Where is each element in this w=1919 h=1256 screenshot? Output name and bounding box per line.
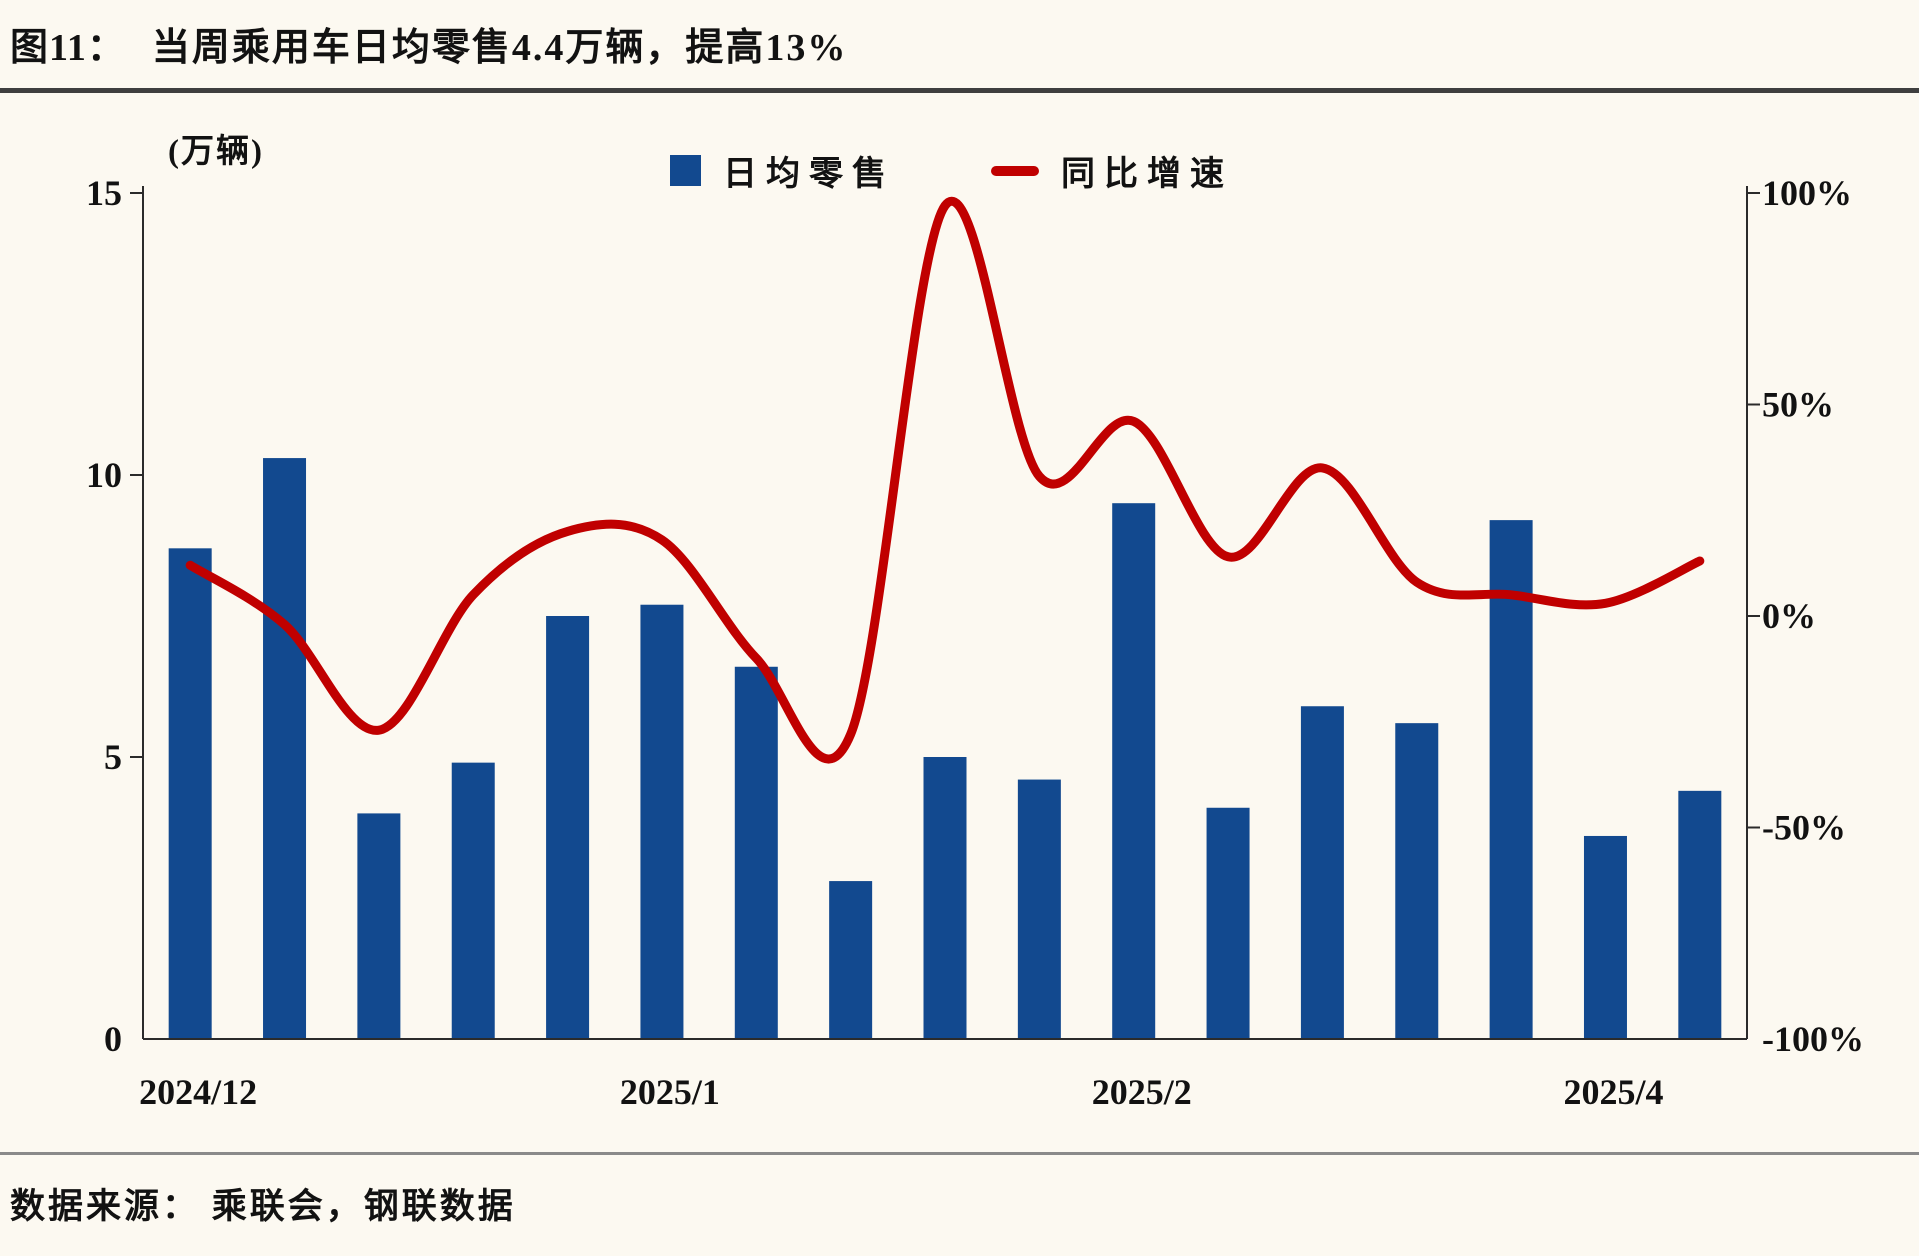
chart-legend: 日均零售 同比增速 (670, 146, 1329, 195)
x-axis-tick-label: 2025/4 (1563, 1072, 1663, 1112)
bar-series-swatch-icon (670, 155, 701, 186)
bar-week-3 (357, 813, 401, 1039)
bar-week-15 (1489, 520, 1533, 1039)
legend-label-bars: 日均零售 (723, 156, 895, 193)
y-axis-left-tick-label: 5 (104, 737, 122, 777)
bar-week-8 (829, 881, 873, 1039)
y-axis-right-tick-label: 100% (1762, 173, 1852, 213)
bar-week-10 (1017, 779, 1061, 1039)
y-axis-right-tick-label: 0% (1762, 596, 1816, 636)
bar-week-12 (1206, 807, 1250, 1039)
x-axis-tick-label: 2024/12 (139, 1072, 257, 1112)
bar-week-9 (923, 757, 967, 1039)
bar-week-16 (1583, 835, 1627, 1039)
figure-number: 图11： (10, 27, 126, 69)
legend-item-line: 同比增速 (991, 146, 1233, 195)
left-axis-unit-label: (万辆) (168, 134, 264, 170)
bar-week-6 (640, 604, 684, 1039)
yoy-growth-line (185, 197, 1705, 764)
figure-title-row: 图11： 当周乘用车日均零售4.4万辆，提高13% (10, 16, 1899, 71)
x-axis-tick-label: 2025/2 (1092, 1072, 1192, 1112)
line-series-swatch-icon (991, 165, 1039, 176)
bar-week-1 (168, 548, 212, 1039)
y-axis-left-tick-label: 0 (104, 1019, 122, 1059)
title-divider (0, 88, 1919, 93)
bar-week-2 (263, 458, 307, 1040)
y-axis-left-tick-label: 10 (86, 455, 122, 495)
figure-title: 当周乘用车日均零售4.4万辆，提高13% (151, 27, 848, 69)
y-axis-right-tick-label: 50% (1762, 385, 1834, 425)
data-source: 数据来源： 乘联会，钢联数据 (10, 1187, 516, 1226)
y-axis-right-tick-label: -100% (1762, 1019, 1864, 1059)
bar-week-11 (1112, 503, 1156, 1039)
x-axis-tick-label: 2025/1 (620, 1072, 720, 1112)
y-axis-right-tick-label: -50% (1762, 808, 1846, 848)
legend-label-line: 同比增速 (1061, 156, 1233, 193)
y-axis-left-tick-label: 15 (86, 173, 122, 213)
bar-week-5 (546, 616, 590, 1039)
bar-week-7 (734, 666, 778, 1039)
footer-divider (0, 1152, 1919, 1155)
legend-item-bars: 日均零售 (670, 146, 895, 195)
bar-week-4 (451, 762, 495, 1039)
bar-week-17 (1678, 790, 1722, 1039)
bar-week-13 (1300, 706, 1344, 1039)
bar-week-14 (1395, 723, 1439, 1039)
